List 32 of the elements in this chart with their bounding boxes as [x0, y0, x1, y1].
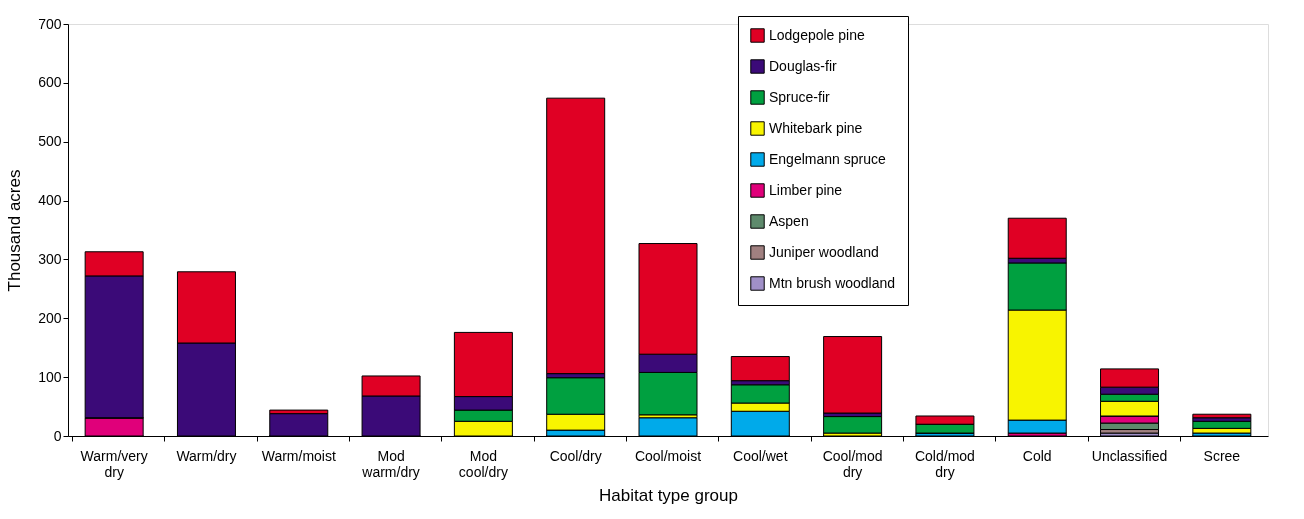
x-tick-label: Cold/mod dry	[914, 447, 975, 480]
y-tick-label: 600	[38, 74, 62, 91]
x-tick-label: Cold	[1022, 447, 1052, 464]
x-tick-label: Cool/wet	[733, 447, 788, 464]
legend-label: Mtn brush woodland	[769, 274, 896, 291]
x-tick-label: Warm/dry	[176, 447, 237, 464]
legend-label: Lodgepole pine	[769, 26, 865, 43]
legend-label: Limber pine	[769, 181, 843, 198]
y-tick-label: 700	[38, 15, 62, 32]
legend-label: Douglas-fir	[769, 57, 838, 74]
x-tick-label: Cool/dry	[549, 447, 602, 464]
x-tick-label: Warm/very dry	[80, 447, 148, 480]
y-tick-label: 200	[38, 309, 62, 326]
y-tick-label: 500	[38, 133, 62, 150]
x-tick-label: Unclassified	[1091, 447, 1168, 464]
y-tick-label: 300	[38, 250, 62, 267]
y-tick-label: 100	[38, 368, 62, 385]
x-axis-title: Habitat type group	[599, 485, 738, 505]
legend-label: Spruce-fir	[769, 88, 831, 105]
y-tick-label: 400	[38, 192, 62, 209]
x-tick-label: Scree	[1203, 447, 1241, 464]
x-tick-label: Mod cool/dry	[458, 447, 508, 480]
x-tick-label: Warm/moist	[261, 447, 336, 464]
legend-label: Juniper woodland	[769, 243, 879, 260]
x-tick-label: Cool/mod dry	[822, 447, 883, 480]
x-tick-label: Cool/moist	[634, 447, 702, 464]
legend-label: Whitebark pine	[769, 119, 863, 136]
x-tick-label: Mod warm/dry	[361, 447, 420, 480]
y-axis-title: Thousand acres	[5, 169, 25, 292]
legend-label: Aspen	[769, 212, 809, 229]
legend-label: Engelmann spruce	[769, 150, 886, 167]
y-tick-label: 0	[53, 427, 62, 444]
